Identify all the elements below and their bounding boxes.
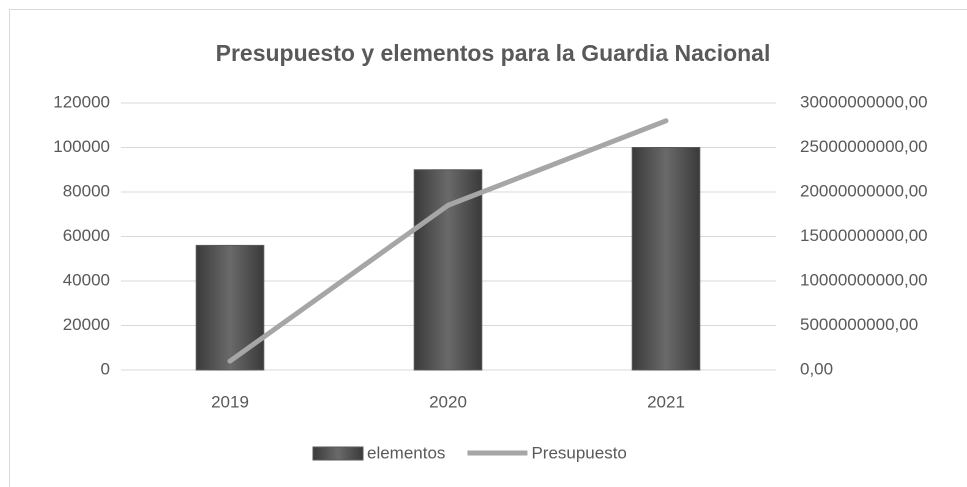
legend-swatch <box>312 446 364 461</box>
y2-tick-label: 30000000000,00 <box>800 92 928 111</box>
y-tick-label: 40000 <box>63 270 110 289</box>
y2-tick-label: 15000000000,00 <box>800 226 928 245</box>
legend-label: Presupuesto <box>531 443 626 462</box>
x-tick-label: 2020 <box>429 392 467 411</box>
line <box>227 118 669 364</box>
bar <box>195 244 265 371</box>
y2-tick-label: 20000000000,00 <box>800 181 928 200</box>
x-tick-label: 2019 <box>211 392 249 411</box>
chart-frame <box>9 9 967 487</box>
y-tick-label: 100000 <box>53 137 110 156</box>
bar <box>631 147 701 371</box>
y-tick-label: 80000 <box>63 181 110 200</box>
chart-title: Presupuesto y elementos para la Guardia … <box>216 40 771 66</box>
y2-tick-label: 25000000000,00 <box>800 137 928 156</box>
bar <box>413 169 483 371</box>
y2-tick-label: 0,00 <box>800 359 833 378</box>
y-tick-label: 120000 <box>53 92 110 111</box>
y2-tick-label: 5000000000,00 <box>800 315 918 334</box>
x-tick-label: 2021 <box>647 392 685 411</box>
y-tick-label: 0 <box>101 359 110 378</box>
y-tick-label: 20000 <box>63 315 110 334</box>
legend-label: elementos <box>367 443 445 462</box>
y2-tick-label: 10000000000,00 <box>800 270 928 289</box>
y-tick-label: 60000 <box>63 226 110 245</box>
